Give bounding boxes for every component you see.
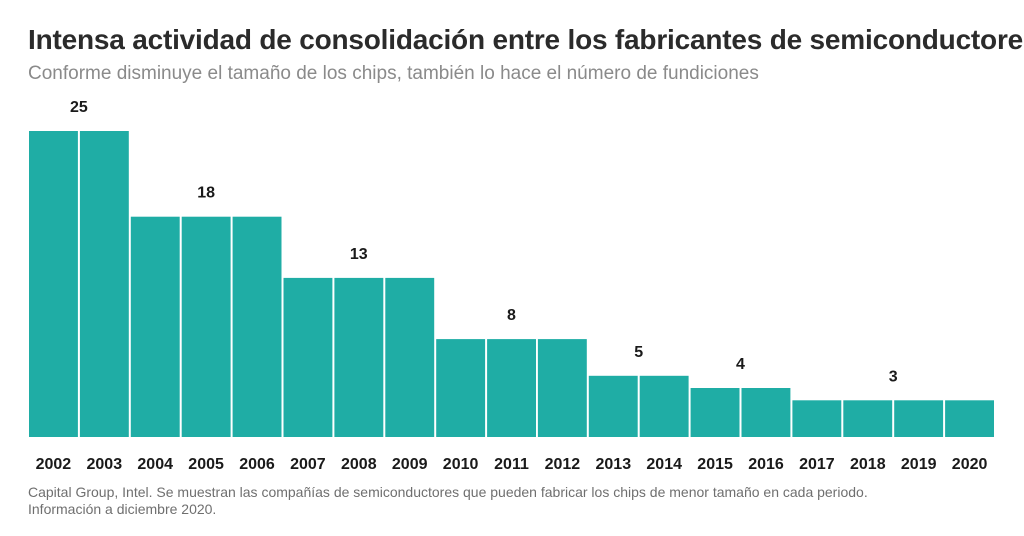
bar-2017 — [792, 400, 842, 437]
bar-2019 — [894, 400, 944, 437]
bar-2005 — [181, 216, 231, 437]
chart-subtitle: Conforme disminuye el tamaño de los chip… — [28, 63, 759, 84]
bar-2015 — [690, 388, 740, 437]
x-tick-label: 2016 — [748, 456, 784, 473]
x-tick-label: 2004 — [137, 456, 173, 473]
bar-2003 — [79, 131, 129, 437]
x-tick-label: 2020 — [952, 456, 988, 473]
data-label: 18 — [197, 185, 215, 202]
x-tick-label: 2002 — [36, 456, 72, 473]
bar-2007 — [283, 277, 333, 437]
x-tick-label: 2017 — [799, 456, 835, 473]
bar-2010 — [436, 339, 486, 437]
data-label: 4 — [736, 356, 745, 373]
data-label: 5 — [634, 344, 643, 361]
bar-2006 — [232, 216, 282, 437]
source-line-2: Información a diciembre 2020. — [28, 501, 217, 517]
x-tick-label: 2011 — [494, 456, 529, 473]
bar-2013 — [588, 375, 638, 437]
x-tick-label: 2019 — [901, 456, 937, 473]
bar-2012 — [537, 339, 587, 437]
x-tick-label: 2018 — [850, 456, 886, 473]
x-tick-label: 2014 — [646, 456, 682, 473]
source-note: Capital Group, Intel. Se muestran las co… — [28, 484, 868, 518]
data-label: 25 — [70, 99, 88, 116]
bar-2020 — [945, 400, 994, 437]
bar-2011 — [487, 339, 536, 437]
chart-title: Intensa actividad de consolidación entre… — [28, 24, 1024, 55]
x-tick-label: 2005 — [188, 456, 224, 473]
x-tick-labels-group: 2002 2003 2004 2005 2006 2007 2008 2009 2010 2011… — [36, 456, 988, 473]
bars-group — [29, 131, 994, 437]
bar-2014 — [639, 375, 689, 437]
bar-chart: 2002 2003 2004 2005 2006 2007 2008 2009 2010 2011… — [29, 99, 994, 473]
bar-2004 — [130, 216, 180, 437]
x-tick-label: 2003 — [87, 456, 123, 473]
bar-2002 — [29, 131, 78, 437]
data-label: 3 — [889, 368, 898, 385]
x-tick-label: 2006 — [239, 456, 275, 473]
x-tick-label: 2012 — [545, 456, 581, 473]
source-line-1: Capital Group, Intel. Se muestran las co… — [28, 484, 868, 500]
bar-2016 — [741, 388, 791, 437]
x-tick-label: 2015 — [697, 456, 733, 473]
x-tick-label: 2008 — [341, 456, 377, 473]
x-tick-label: 2009 — [392, 456, 428, 473]
x-tick-label: 2010 — [443, 456, 479, 473]
bar-2018 — [843, 400, 893, 437]
x-tick-label: 2007 — [290, 456, 326, 473]
x-tick-label: 2013 — [596, 456, 632, 473]
bar-2008 — [334, 277, 384, 437]
data-label: 8 — [507, 307, 516, 324]
data-label: 13 — [350, 246, 368, 263]
bar-2009 — [385, 277, 435, 437]
data-labels-group: 25 18 13 8 5 4 3 — [70, 99, 898, 385]
